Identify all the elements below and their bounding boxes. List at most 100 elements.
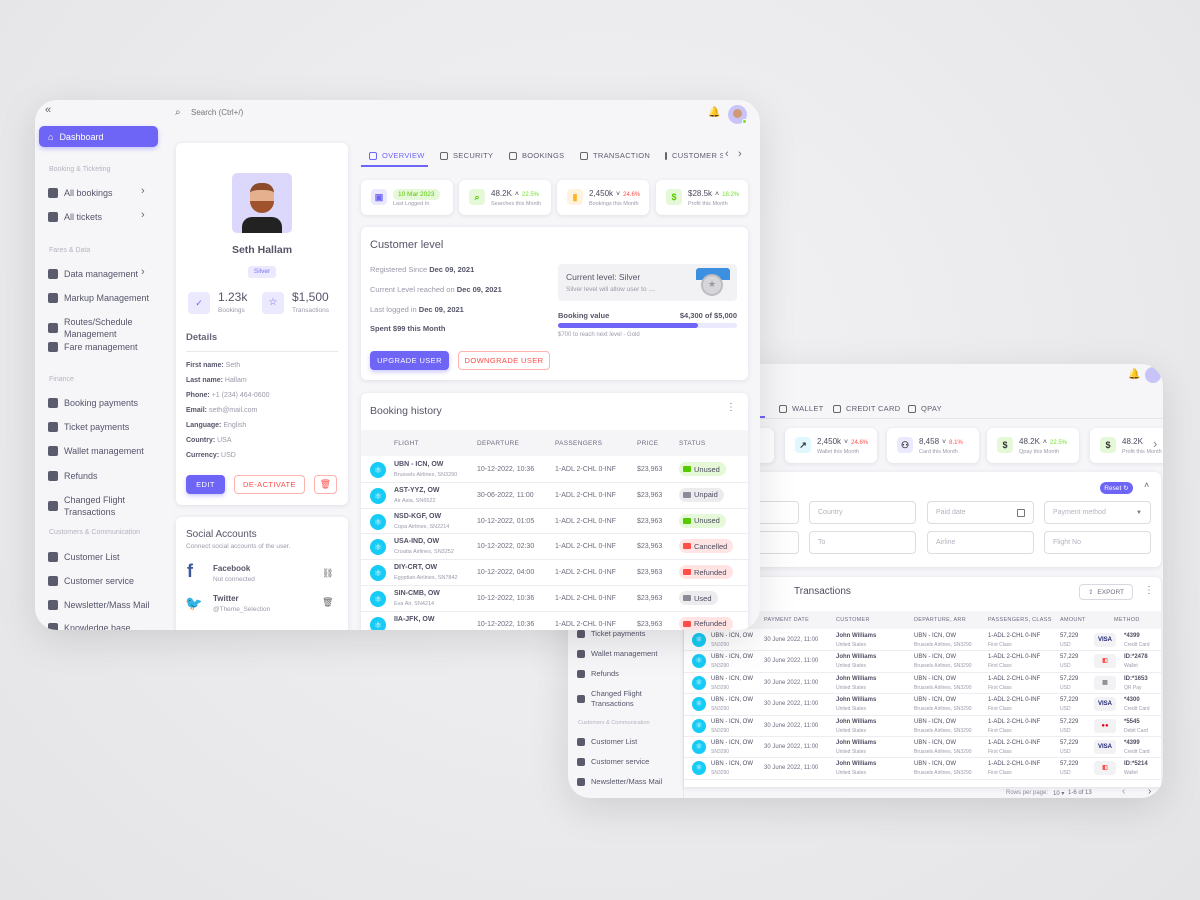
paid-date-input[interactable]: Paid date [927,501,1034,524]
chevron-right-icon[interactable]: › [141,266,145,278]
sidebar-item-customer-list[interactable]: Customer List [48,551,158,563]
tab-scroll-right-icon[interactable]: › [738,148,742,160]
sidebar-item-wallet-management[interactable]: Wallet management [48,445,158,457]
sidebar-item-dashboard[interactable]: ⌂ Dashboard [39,126,158,147]
export-button[interactable]: ⇪ EXPORT [1079,584,1133,600]
tab-label: CREDIT CARD [846,404,901,413]
column-header-departure-arr[interactable]: DEPARTURE, ARR [914,617,966,623]
sidebar-item-changed-flight-transactions[interactable]: Changed Flight Transactions [577,689,677,709]
tab-bookings[interactable]: BOOKINGS [509,151,564,160]
column-header-status[interactable]: STATUS [679,440,706,447]
amount: 57,229 [1060,633,1079,639]
prev-page-icon[interactable]: ‹ [1122,786,1126,797]
sidebar-item-refunds[interactable]: Refunds [48,470,158,482]
ticket-icon [683,620,691,627]
column-header-flight[interactable]: FLIGHT [394,440,419,447]
edit-button[interactable]: EDIT [186,475,225,494]
collapse-sidebar-icon[interactable]: « [45,104,52,116]
kebab-menu-icon[interactable]: ⋮ [726,402,736,413]
sidebar-item-wallet-management[interactable]: Wallet management [577,649,677,659]
table-row[interactable]: ⚛ AST-YYZ, OW Air Asia, SN6522 30-06-2022, … [361,483,748,509]
trash-icon[interactable]: 🗑 [322,597,334,607]
tab-credit-card[interactable]: CREDIT CARD [833,404,900,413]
tab-scroll-left-icon[interactable]: ‹ [725,148,729,160]
link-icon[interactable]: ⛓ [322,568,334,578]
column-header-amount[interactable]: AMOUNT [1060,617,1086,623]
active-tab-indicator [361,165,428,167]
chevron-right-icon[interactable]: › [141,209,145,221]
column-header-passengers[interactable]: PASSENGERS [555,440,603,447]
sidebar-item-customer-list[interactable]: Customer List [577,737,677,747]
tab-qpay[interactable]: QPAY [908,404,942,413]
payment-method-select[interactable]: Payment method ▼ [1044,501,1151,524]
table-row[interactable]: ⚛ UBN - ICN, OW SN3290 30 June 2022, 11:00 J… [684,651,1161,673]
sidebar-item-all-bookings[interactable]: All bookings [48,187,158,199]
departure: UBN - ICN, OW [914,740,956,746]
table-row[interactable]: ⚛ UBN - ICN, OW SN3290 30 June 2022, 11:00 J… [684,673,1161,695]
stat-label: Wallet this Month [817,449,859,455]
customer-country: United States [836,663,867,670]
bell-icon[interactable]: 🔔 [1128,369,1141,380]
customer-country: United States [836,642,867,648]
table-row[interactable]: ⚛ NSD-KGF, OW Copa Airlines, SN2214 10-12-2… [361,509,748,535]
kebab-menu-icon[interactable]: ⋮ [1144,585,1154,596]
calendar-icon [1017,508,1025,517]
chevron-right-icon[interactable]: › [141,185,145,197]
sidebar-item-all-tickets[interactable]: All tickets [48,211,158,223]
table-row[interactable]: ⚛ UBN - ICN, OW SN3290 30 June 2022, 11:00 J… [684,737,1161,759]
sidebar-item-routes-schedule-management[interactable]: Routes/Schedule Management [48,316,158,340]
next-page-icon[interactable]: › [1148,786,1152,797]
table-row[interactable]: ⚛ IIA-JFK, OW 10-12-2022, 10:36 1-ADL 2-CHL… [361,612,748,630]
airline-input[interactable]: Airline [927,531,1034,554]
table-row[interactable]: ⚛ SIN-CMB, OW Eva Air, SN4214 10-12-2022, 1… [361,586,748,612]
sidebar-item-markup-management[interactable]: Markup Management [48,292,158,304]
rows-per-page-select[interactable]: 10 ▾ [1053,791,1065,797]
column-header-payment-date[interactable]: PAYMENT DATE [764,617,810,623]
airline-logo-icon: ⚛ [692,718,706,733]
sidebar-item-customer-service[interactable]: Customer service [577,757,677,767]
country-input[interactable]: Country [809,501,916,524]
search-input[interactable] [191,108,391,117]
tab-transaction[interactable]: TRANSACTION [580,151,650,160]
sidebar-item-fare-management[interactable]: Fare management [48,341,158,353]
to-input[interactable]: To [809,531,916,554]
column-header-passengers-class[interactable]: PASSENGERS, CLASS [988,617,1052,623]
deactivate-button[interactable]: DE-ACTIVATE [234,475,305,494]
table-row[interactable]: ⚛ UBN - ICN, OW SN3290 30 June 2022, 11:00 J… [684,630,1161,652]
table-row[interactable]: ⚛ UBN - ICN, OW SN3290 30 June 2022, 11:00 J… [684,758,1161,780]
sidebar-item-newsletter-mass-mail[interactable]: Newsletter/Mass Mail [48,599,158,611]
column-header-departure[interactable]: DEPARTURE [477,440,520,447]
column-header-customer[interactable]: CUSTOMER [836,617,870,623]
column-header-price[interactable]: PRICE [637,440,659,447]
sidebar-item-knowledge-base[interactable]: Knowledge base [48,622,158,630]
tab-wallet[interactable]: WALLET [779,404,824,413]
sidebar-item-ticket-payments[interactable]: Ticket payments [48,421,158,433]
table-row[interactable]: ⚛ UBN - ICN, OW SN3290 30 June 2022, 11:00 J… [684,694,1161,716]
chevron-right-icon[interactable]: › [1153,436,1158,451]
tab-security[interactable]: SECURITY [440,151,493,160]
avatar[interactable] [1145,367,1161,383]
table-row[interactable]: ⚛ USA-IND, OW Croatia Airlines, SN3252 10-1… [361,534,748,561]
table-row[interactable]: ⚛ UBN - ICN, OW SN3290 30 June 2022, 11:00 J… [684,716,1161,737]
sidebar-item-customer-service[interactable]: Customer service [48,575,158,587]
downgrade-user-button[interactable]: DOWNGRADE USER [458,351,550,370]
customer-name: John Williams [836,761,877,768]
sidebar-item-newsletter-mass-mail[interactable]: Newsletter/Mass Mail [577,777,677,787]
reset-button[interactable]: Reset ↻ [1100,482,1133,494]
sidebar-item-changed-flight-transactions[interactable]: Changed Flight Transactions [48,494,158,518]
table-row[interactable]: ⚛ UBN - ICN, OW Brussels Airlines, SN3290 1… [361,457,748,483]
flight-no-input[interactable]: Flight No [1044,531,1151,554]
delete-button[interactable]: 🗑 [314,475,337,494]
chevron-up-icon[interactable]: ˄ [1144,480,1150,490]
column-header-method[interactable]: METHOD [1114,617,1140,623]
sidebar-item-ticket-payments[interactable]: Ticket payments [577,629,677,639]
sidebar-item-data-management[interactable]: Data management [48,268,158,280]
sidebar-item-booking-payments[interactable]: Booking payments [48,397,158,409]
sidebar-item-refunds[interactable]: Refunds [577,669,677,679]
table-row[interactable]: ⚛ DIY-CRT, OW Egyptian Airlines, SN7842 10-… [361,560,748,586]
sidebar-section-label: Customers & Communication [578,720,650,726]
tab-overview[interactable]: OVERVIEW [369,151,425,160]
bell-icon[interactable]: 🔔 [708,107,721,118]
upgrade-user-button[interactable]: UPGRADE USER [370,351,449,370]
tab-customer-s[interactable]: CUSTOMER S [665,151,723,160]
